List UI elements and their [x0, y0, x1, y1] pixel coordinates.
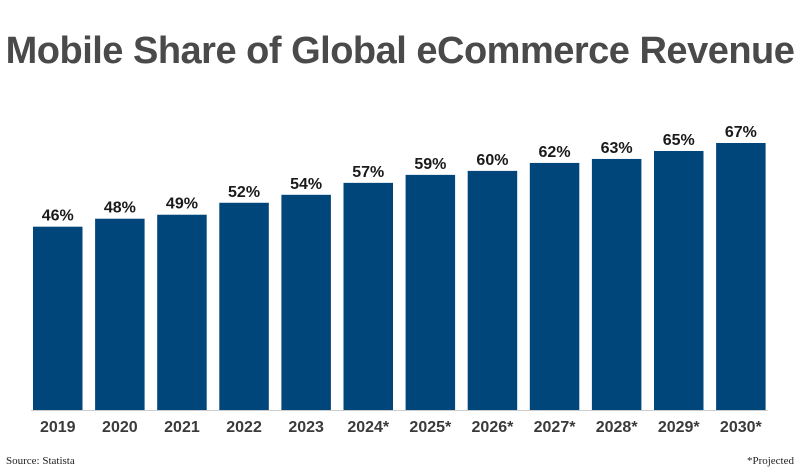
x-tick-label: 2020: [102, 419, 138, 436]
value-label: 59%: [414, 156, 446, 173]
bar-2028-projected: [591, 158, 642, 410]
x-tick-label: 2023: [288, 419, 324, 436]
bar-2019: [33, 226, 83, 410]
bar-2030-projected: [716, 143, 766, 410]
bar-2026-projected: [467, 170, 518, 410]
chart-title: Mobile Share of Global eCommerce Revenue: [5, 30, 795, 72]
bars-layer: [33, 143, 766, 410]
x-tick-label: 2021: [164, 419, 200, 436]
projected-note: *Projected: [746, 455, 794, 467]
x-tick-label: 2019: [40, 419, 76, 436]
value-label: 48%: [104, 200, 136, 217]
x-tick-label: 2029*: [658, 419, 701, 436]
x-tick-label: 2026*: [472, 419, 515, 436]
bar-2020: [95, 218, 145, 410]
x-tick-label: 2027*: [534, 419, 577, 436]
source-note: Source: Statista: [6, 455, 75, 467]
bar-2023: [281, 194, 331, 410]
x-tick-label: 2030*: [720, 419, 763, 436]
value-label: 46%: [42, 208, 74, 225]
x-tick-label: 2025*: [409, 419, 452, 436]
value-label: 62%: [539, 144, 571, 161]
value-label: 60%: [476, 152, 508, 169]
bar-2022: [219, 202, 269, 410]
bar-2025-projected: [405, 174, 456, 410]
bar-2029-projected: [654, 150, 704, 410]
x-tick-label: 2028*: [596, 419, 639, 436]
bar-2024-projected: [343, 182, 393, 410]
value-label: 63%: [601, 140, 633, 157]
value-label: 49%: [166, 196, 198, 213]
value-label: 65%: [663, 132, 695, 149]
bar-2021: [157, 214, 207, 410]
x-tick-label: 2022: [226, 419, 262, 436]
value-label: 54%: [290, 176, 322, 193]
value-label: 67%: [725, 124, 757, 141]
value-labels-layer: 46% 48% 49% 52% 54% 57% 59% 60% 62% 63% 65% 67%: [42, 124, 757, 225]
x-tick-labels-layer: 2019 2020 2021 2022 2023 2024* 2025* 2026* 2027*…: [40, 419, 763, 436]
value-label: 57%: [352, 164, 384, 181]
value-label: 52%: [228, 184, 260, 201]
x-tick-label: 2024*: [347, 419, 390, 436]
bar-2027-projected: [529, 162, 580, 410]
